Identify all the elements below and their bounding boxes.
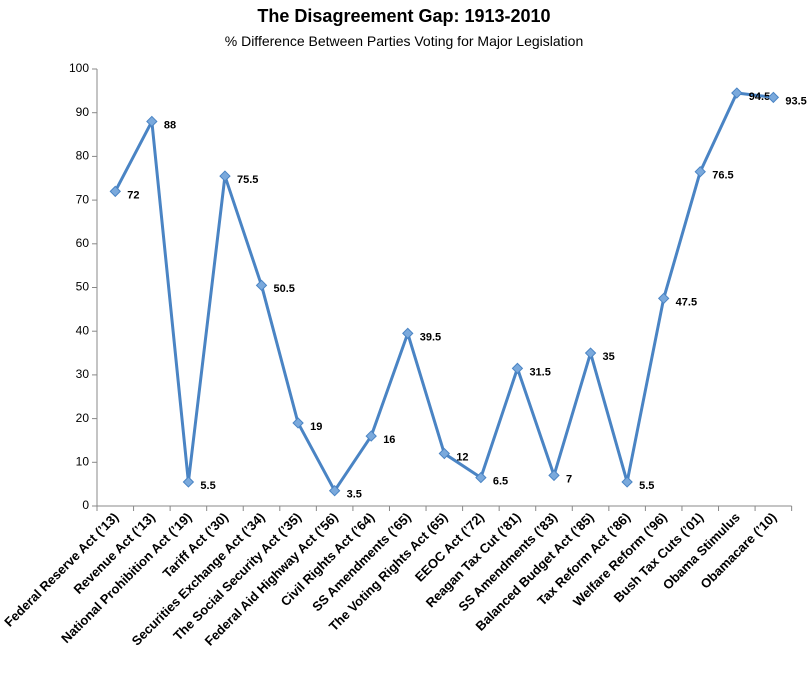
data-point bbox=[584, 347, 597, 359]
data-point bbox=[219, 170, 231, 182]
data-label: 72 bbox=[127, 189, 139, 201]
y-tick-label: 70 bbox=[76, 192, 90, 206]
data-label: 12 bbox=[456, 451, 468, 463]
data-point bbox=[292, 417, 304, 429]
series-line bbox=[113, 91, 774, 493]
data-label: 31.5 bbox=[529, 366, 550, 378]
data-point bbox=[657, 292, 670, 305]
data-point bbox=[109, 185, 121, 198]
chart-subtitle: % Difference Between Parties Voting for … bbox=[225, 33, 584, 49]
y-tick-label: 0 bbox=[82, 498, 89, 512]
data-point bbox=[511, 362, 524, 375]
y-tick-label: 80 bbox=[76, 149, 90, 163]
y-tick-label: 30 bbox=[76, 367, 90, 381]
data-point bbox=[182, 476, 195, 488]
data-label: 3.5 bbox=[347, 489, 362, 501]
data-point bbox=[621, 476, 633, 488]
data-label: 50.5 bbox=[274, 283, 295, 295]
data-point bbox=[365, 430, 377, 442]
data-label: 75.5 bbox=[237, 174, 258, 186]
y-tick-label: 20 bbox=[76, 411, 90, 425]
data-label: 93.5 bbox=[785, 95, 806, 107]
data-point bbox=[731, 87, 743, 99]
data-label: 16 bbox=[383, 434, 395, 446]
chart-title: The Disagreement Gap: 1913-2010 bbox=[257, 6, 550, 26]
y-tick-label: 40 bbox=[76, 323, 90, 337]
data-point bbox=[328, 484, 341, 497]
data-label: 47.5 bbox=[676, 296, 697, 308]
data-label: 5.5 bbox=[639, 480, 654, 492]
data-label: 6.5 bbox=[493, 476, 508, 488]
data-point bbox=[146, 115, 158, 128]
data-point bbox=[694, 165, 706, 178]
y-tick-label: 50 bbox=[76, 280, 90, 294]
data-point bbox=[402, 327, 414, 340]
data-label: 94.5 bbox=[749, 91, 770, 103]
data-point bbox=[548, 469, 560, 482]
data-point bbox=[438, 447, 451, 460]
data-label: 76.5 bbox=[712, 170, 733, 182]
data-label: 7 bbox=[566, 473, 572, 485]
data-point bbox=[255, 279, 268, 292]
data-label: 35 bbox=[603, 351, 615, 363]
data-label: 19 bbox=[310, 421, 322, 433]
data-label: 5.5 bbox=[200, 480, 215, 492]
y-tick-label: 100 bbox=[69, 61, 89, 75]
data-point bbox=[767, 91, 780, 104]
data-label: 39.5 bbox=[420, 331, 441, 343]
data-label: 88 bbox=[164, 119, 176, 131]
data-point bbox=[475, 471, 487, 484]
y-tick-label: 10 bbox=[76, 454, 90, 468]
y-tick-label: 90 bbox=[76, 105, 90, 119]
y-tick-label: 60 bbox=[76, 236, 90, 250]
x-tick-label: Federal Aid Highway Act (’56) bbox=[202, 510, 341, 649]
x-tick-label: Securities Exchange Act (’34) bbox=[129, 510, 268, 649]
